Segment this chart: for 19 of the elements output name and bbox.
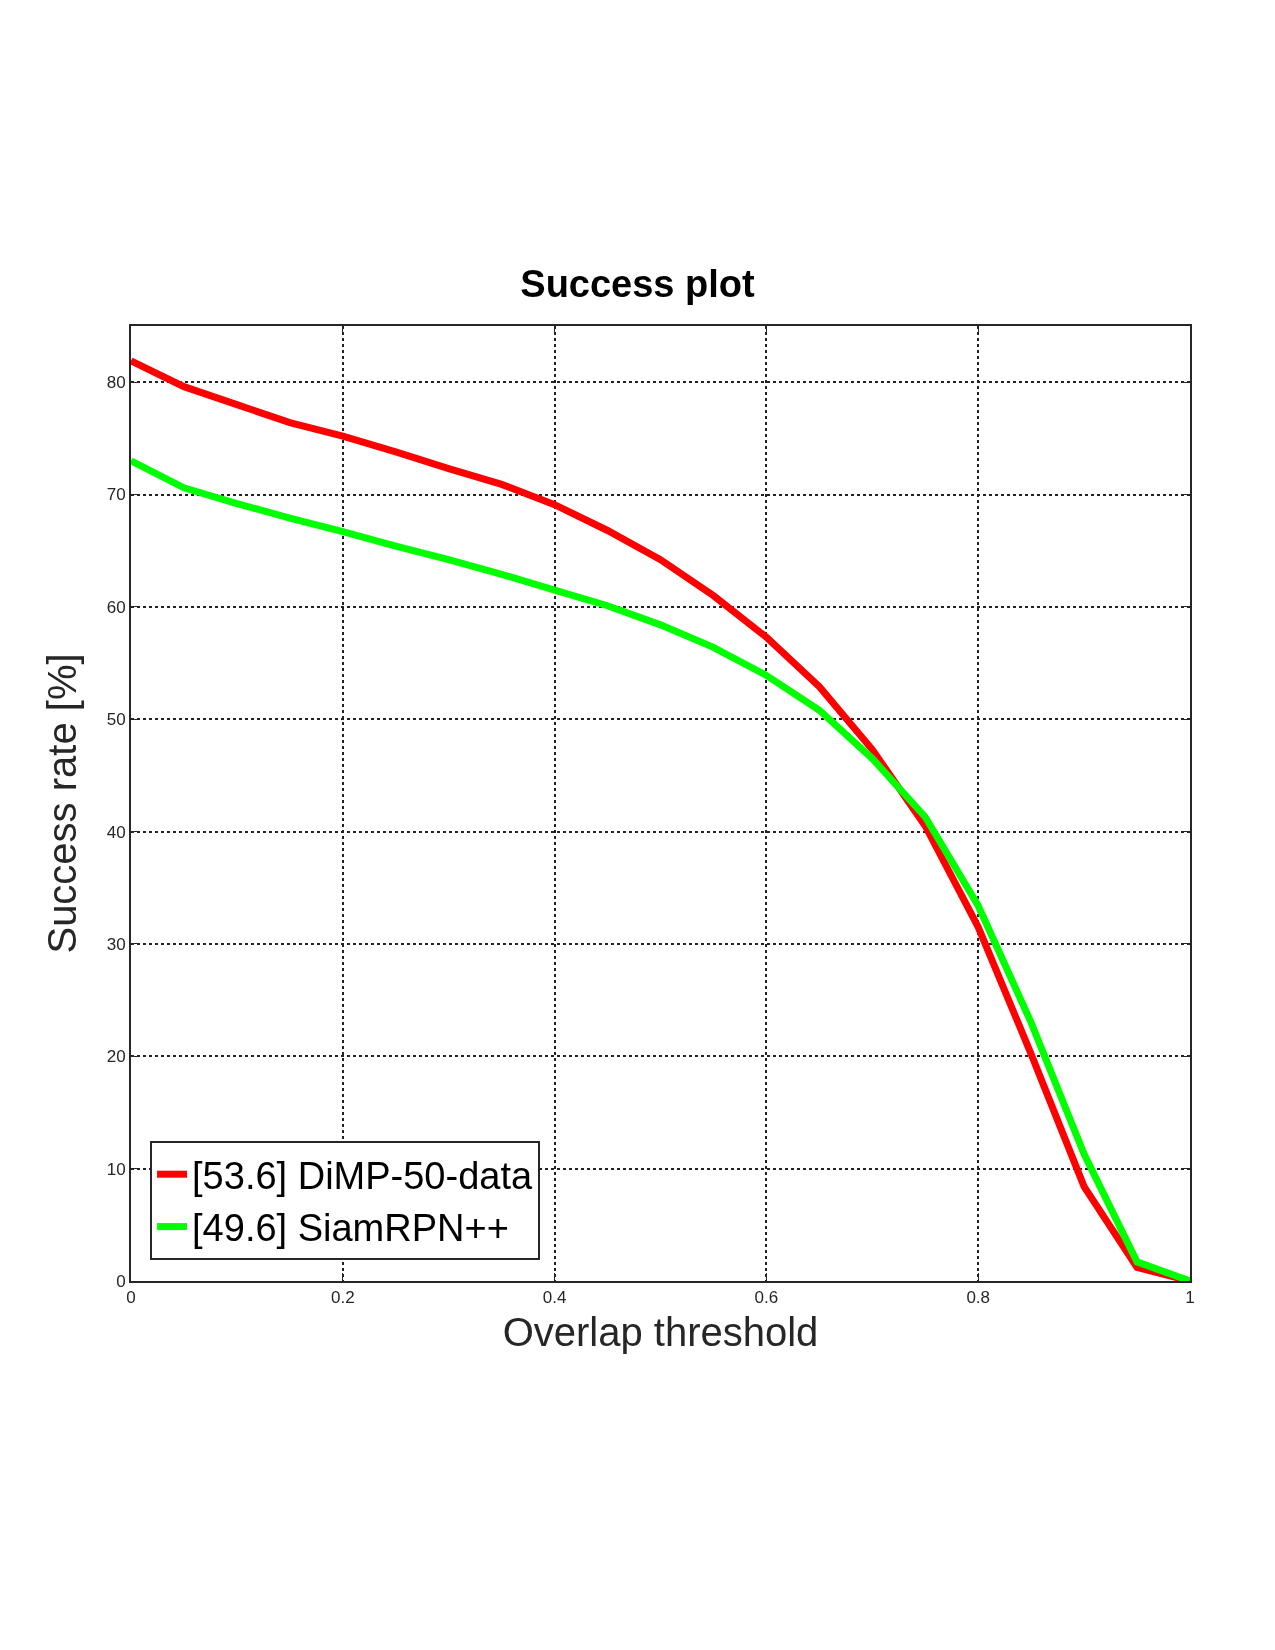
- y-tick-label: 50: [106, 710, 126, 730]
- x-tick-label: 1: [1185, 1288, 1195, 1308]
- legend-label: [53.6] DiMP-50-data: [192, 1155, 533, 1198]
- y-tick-label: 10: [106, 1159, 126, 1179]
- y-tick-label: 0: [116, 1271, 126, 1291]
- y-axis-title: Success rate [%]: [39, 653, 84, 954]
- x-tick-label: 0.2: [330, 1288, 355, 1308]
- y-tick-label: 30: [106, 934, 126, 954]
- chart-title: Success plot: [520, 262, 756, 305]
- x-axis-title: Overlap threshold: [502, 1310, 819, 1355]
- x-tick-label: 0.8: [966, 1288, 991, 1308]
- y-tick-label: 80: [106, 373, 126, 393]
- y-tick-label: 40: [106, 822, 126, 842]
- legend-label: [49.6] SiamRPN++: [192, 1207, 509, 1250]
- y-tick-label: 20: [106, 1047, 126, 1067]
- x-tick-label: 0.4: [542, 1288, 567, 1308]
- x-tick-label: 0.6: [754, 1288, 779, 1308]
- y-tick-label: 70: [106, 485, 126, 505]
- y-tick-label: 60: [106, 597, 126, 617]
